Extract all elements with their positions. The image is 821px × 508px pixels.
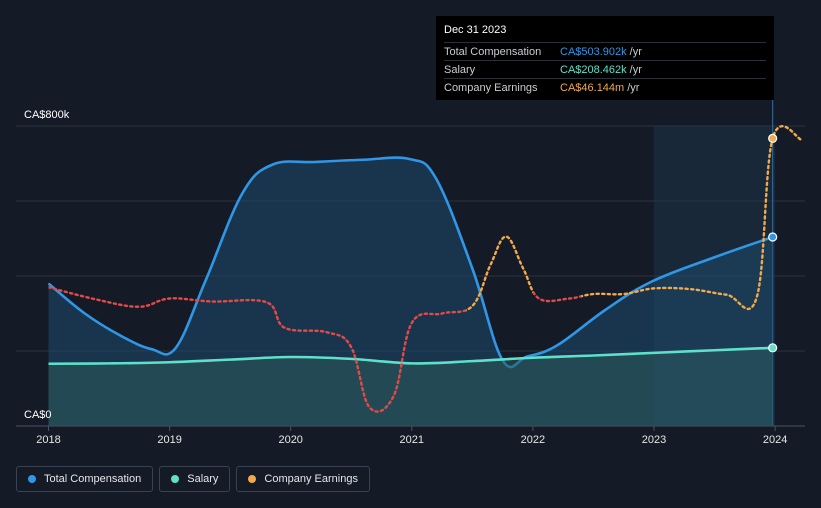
- total-compensation-line: [47, 156, 774, 369]
- legend-item-company-earnings[interactable]: Company Earnings: [236, 466, 370, 492]
- chart-legend: Total Compensation Salary Company Earnin…: [16, 466, 370, 492]
- tooltip-date: Dec 31 2023: [444, 24, 507, 36]
- x-tick-label: 2023: [642, 434, 666, 446]
- total-compensation-end-marker: [768, 232, 778, 242]
- tooltip-row-total-compensation: Total Compensation CA$503.902k /yr: [444, 42, 766, 60]
- tooltip-row-label: Total Compensation: [444, 45, 542, 58]
- tooltip-row-value: CA$46.144m: [560, 81, 625, 94]
- tooltip-row-unit: /yr: [629, 45, 642, 58]
- legend-item-total-compensation[interactable]: Total Compensation: [16, 466, 154, 492]
- legend-dot-icon: [28, 475, 36, 483]
- y-axis-label-min: CA$0: [24, 409, 52, 421]
- salary-area: [48, 347, 773, 426]
- legend-dot-icon: [248, 475, 257, 483]
- salary-end-marker: [768, 343, 778, 353]
- y-axis-label-max: CA$800k: [24, 109, 70, 121]
- tooltip-row-salary: Salary CA$208.462k /yr: [444, 60, 766, 78]
- company-earnings-end-marker: [768, 133, 778, 143]
- tooltip-row-unit: /yr: [627, 81, 640, 94]
- tooltip-row-value: CA$503.902k: [560, 45, 627, 58]
- hover-tooltip: Dec 31 2023 Total Compensation CA$503.90…: [436, 16, 774, 100]
- legend-label: Salary: [187, 473, 219, 485]
- tooltip-row-value: CA$208.462k: [560, 63, 627, 76]
- legend-label: Company Earnings: [264, 473, 358, 485]
- x-tick-label: 2024: [763, 434, 787, 446]
- tooltip-row-label: Company Earnings: [444, 81, 538, 94]
- x-tick-label: 2019: [157, 434, 181, 446]
- company-earnings-line-segment: [48, 286, 467, 413]
- legend-item-salary[interactable]: Salary: [159, 466, 231, 492]
- x-tick-label: 2020: [278, 434, 302, 446]
- tooltip-row-company-earnings: Company Earnings CA$46.144m /yr: [444, 78, 766, 96]
- legend-label: Total Compensation: [44, 473, 142, 485]
- salary-line: [48, 346, 773, 366]
- legend-dot-icon: [171, 475, 180, 483]
- tooltip-row-unit: /yr: [629, 63, 642, 76]
- tooltip-row-label: Salary: [444, 63, 476, 76]
- x-tick-label: 2021: [400, 434, 424, 446]
- company-earnings-line-segment: [466, 235, 534, 312]
- x-tick-label: 2018: [36, 434, 60, 446]
- x-tick-label: 2022: [521, 434, 545, 446]
